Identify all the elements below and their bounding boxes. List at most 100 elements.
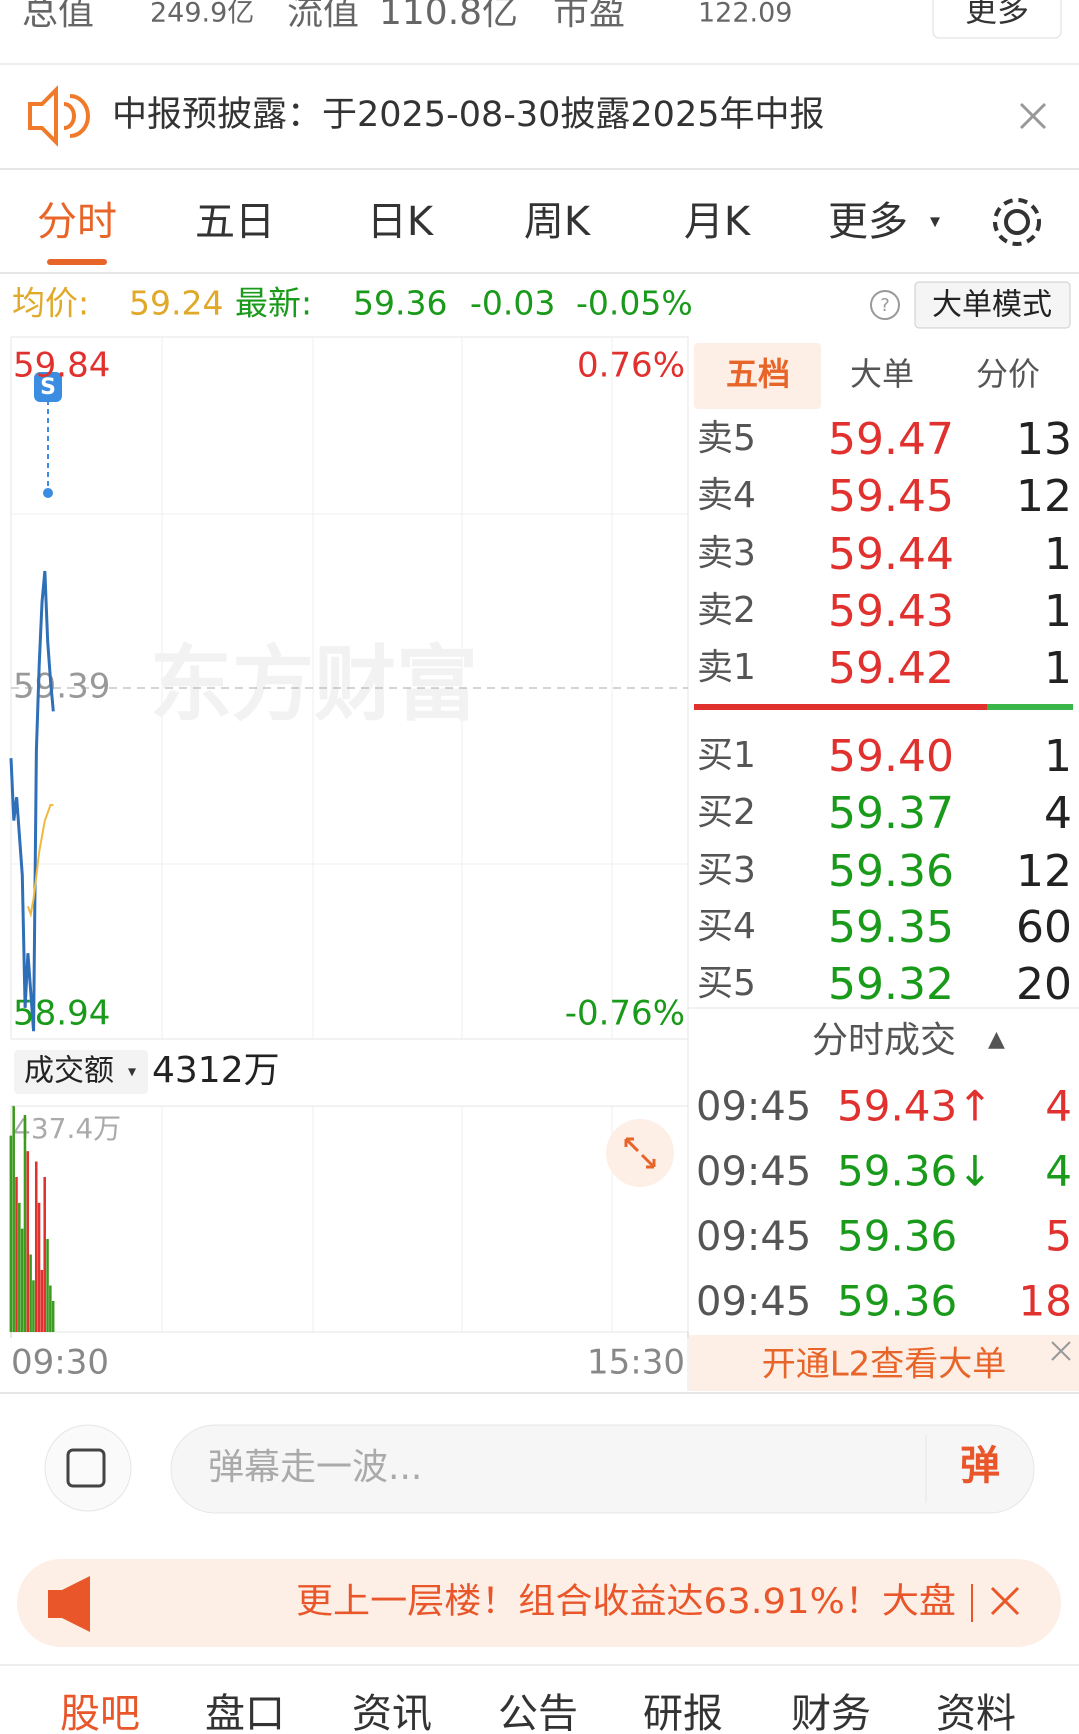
volume-bar [32,1280,35,1332]
level-qty: 4 [1044,788,1072,839]
trade-time: 09:45 [696,1279,811,1325]
level-label: 买2 [697,792,756,833]
level-label: 卖5 [697,418,756,459]
close-l2[interactable] [1051,1341,1071,1361]
note-button[interactable] [44,1424,132,1512]
speaker-icon [28,85,90,147]
value: 249.9亿 [150,0,254,29]
bottom-tab[interactable]: 财务 [791,1691,871,1734]
input-placeholder[interactable]: 弹幕走一波... [208,1447,422,1488]
expand-button[interactable] [606,1119,674,1187]
trade-time: 09:45 [696,1084,811,1130]
more-button[interactable] [932,0,1062,39]
signal-dot [43,488,53,498]
level-label: 卖4 [697,475,756,516]
bottom-tab[interactable]: 资讯 [352,1691,432,1734]
help-icon[interactable] [870,290,900,320]
trade-price: 59.43↑ [837,1082,992,1131]
close-promo[interactable] [990,1586,1020,1616]
danmaku-button[interactable]: 弹 [960,1443,1000,1489]
value: -0.05% [576,284,693,323]
button-label[interactable]: 更多 [965,0,1029,29]
signal-marker[interactable] [34,372,62,402]
order-tab[interactable]: 五档 [726,355,790,393]
volume-bar [40,1269,44,1332]
level-qty: 13 [1016,414,1072,465]
level-price: 59.40 [828,731,954,782]
dropdown-arrow: ▾ [930,209,940,233]
trades-title[interactable]: 分时成交 [812,1020,956,1061]
settings-icon[interactable] [993,198,1041,246]
level-qty: 1 [1044,586,1072,637]
promo-banner[interactable] [17,1559,1061,1647]
volume-bar [15,1176,18,1332]
level-price: 59.36 [828,846,954,897]
trade-time: 09:45 [696,1214,811,1260]
bottom-tab[interactable]: 公告 [498,1691,578,1734]
volume-bar [20,1228,24,1332]
level-price: 59.44 [828,529,954,580]
volume-bar [23,1114,27,1332]
price-line [26,804,54,919]
value: 122.09 [698,0,792,29]
bottom-tab[interactable]: 资料 [936,1691,1016,1734]
trade-time: 09:45 [696,1149,811,1195]
level-qty: 1 [1044,731,1072,782]
value: -0.03 [470,284,555,323]
promo-text[interactable]: 更上一层楼！组合收益达63.91%！大盘 [296,1582,956,1622]
tab[interactable]: 月K [684,199,752,245]
volume-total: 4312万 [152,1050,280,1091]
value: 59.24 [129,284,223,323]
label: 总值 [22,0,94,33]
level-qty: 60 [1016,902,1072,953]
volume-bar [18,1202,21,1332]
danmaku-input[interactable] [170,1424,1035,1514]
button-label[interactable]: 大单模式 [932,288,1052,323]
order-tab[interactable]: 分价 [976,355,1040,393]
volume-bar [34,1161,38,1332]
note-icon [66,1448,106,1488]
mode-button[interactable] [914,281,1071,329]
bottom-tab[interactable]: 股吧 [60,1691,140,1734]
ask-ratio-bar [694,704,987,710]
help-icon-mark: ? [880,295,890,316]
bottom-tab[interactable]: 研报 [643,1691,723,1734]
trade-price: 59.36↓ [837,1147,992,1196]
order-tab[interactable]: 大单 [850,355,914,393]
tab[interactable]: 分时 [37,199,117,245]
volume-bar [12,1106,15,1332]
volume-bar [43,1176,46,1332]
level-price: 59.47 [828,414,954,465]
y-tick-label: 59.84 [13,346,110,386]
level-label: 卖2 [697,590,756,631]
tab[interactable]: 日K [367,199,435,245]
notice-text: 中报预披露：于2025-08-30披露2025年中报 [112,95,824,135]
tab[interactable]: 五日 [195,199,275,245]
volume-bar [37,1202,41,1332]
expand-icon [624,1137,656,1169]
trade-price: 59.36 [837,1212,957,1261]
tab[interactable]: 更多 [828,199,908,245]
y2-tick-label: 0.76% [577,346,685,386]
watermark: 东方财富 [150,637,478,732]
order-tab-active[interactable] [694,343,821,409]
level-label: 卖1 [697,647,756,688]
l2-banner-text[interactable]: 开通L2查看大单 [762,1345,1007,1385]
volume-bar [49,1285,52,1332]
volume-selector[interactable] [14,1050,148,1094]
level-qty: 12 [1016,846,1072,897]
bottom-tab[interactable]: 盘口 [205,1691,285,1734]
level-price: 59.37 [828,788,954,839]
volume-bar [29,1254,32,1332]
volume-bar [46,1238,49,1332]
x-tick-label: 15:30 [587,1343,685,1383]
tab[interactable]: 周K [524,199,592,245]
volume-tick-label: 437.4万 [13,1112,121,1145]
trade-qty: 4 [1045,1147,1072,1196]
level-qty: 20 [1016,959,1072,1010]
l2-banner[interactable] [689,1335,1079,1391]
close-notice[interactable] [1019,102,1047,130]
value: 110.8亿 [379,0,518,33]
level-qty: 12 [1016,471,1072,522]
